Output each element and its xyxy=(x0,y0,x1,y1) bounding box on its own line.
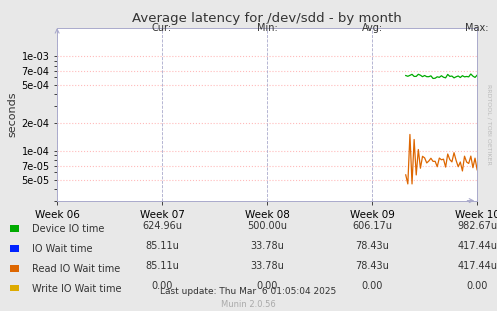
Text: 78.43u: 78.43u xyxy=(355,241,389,251)
Text: 78.43u: 78.43u xyxy=(355,261,389,271)
Text: Read IO Wait time: Read IO Wait time xyxy=(32,264,121,274)
Text: 500.00u: 500.00u xyxy=(248,221,287,231)
Text: 0.00: 0.00 xyxy=(466,281,488,291)
Text: 0.00: 0.00 xyxy=(151,281,173,291)
Y-axis label: seconds: seconds xyxy=(7,91,17,137)
Text: Cur:: Cur: xyxy=(152,23,172,33)
Text: Device IO time: Device IO time xyxy=(32,224,105,234)
Text: RRDTOOL / TOBI OETIKER: RRDTOOL / TOBI OETIKER xyxy=(486,84,491,165)
Text: 0.00: 0.00 xyxy=(256,281,278,291)
Text: Avg:: Avg: xyxy=(362,23,383,33)
Text: 33.78u: 33.78u xyxy=(250,241,284,251)
Text: Max:: Max: xyxy=(465,23,489,33)
Text: 417.44u: 417.44u xyxy=(457,261,497,271)
Text: 624.96u: 624.96u xyxy=(142,221,182,231)
Text: Munin 2.0.56: Munin 2.0.56 xyxy=(221,300,276,309)
Text: Write IO Wait time: Write IO Wait time xyxy=(32,284,122,294)
Text: 982.67u: 982.67u xyxy=(457,221,497,231)
Text: 0.00: 0.00 xyxy=(361,281,383,291)
Text: 417.44u: 417.44u xyxy=(457,241,497,251)
Text: 33.78u: 33.78u xyxy=(250,261,284,271)
Text: Last update: Thu Mar  6 01:05:04 2025: Last update: Thu Mar 6 01:05:04 2025 xyxy=(161,287,336,296)
Text: Min:: Min: xyxy=(257,23,278,33)
Text: 85.11u: 85.11u xyxy=(145,261,179,271)
Text: IO Wait time: IO Wait time xyxy=(32,244,93,254)
Title: Average latency for /dev/sdd - by month: Average latency for /dev/sdd - by month xyxy=(132,12,402,26)
Text: 85.11u: 85.11u xyxy=(145,241,179,251)
Text: 606.17u: 606.17u xyxy=(352,221,392,231)
